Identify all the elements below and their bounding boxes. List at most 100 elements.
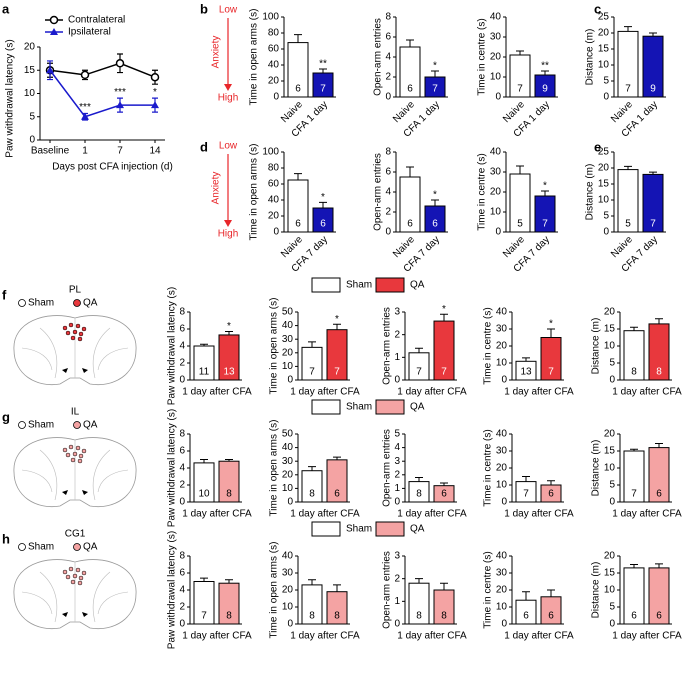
error-bar xyxy=(541,70,549,75)
y-tick-label: 0 xyxy=(394,497,400,508)
sample-size: 6 xyxy=(656,611,662,622)
legend-label: QA xyxy=(410,402,425,413)
y-tick-label: 15 xyxy=(598,44,610,55)
error-bar xyxy=(655,563,663,568)
y-tick-label: 10 xyxy=(490,207,502,218)
y-tick-label: 15 xyxy=(604,446,616,457)
error-bar xyxy=(516,50,524,55)
sample-size: 8 xyxy=(226,489,232,500)
y-tick-label: 25 xyxy=(598,12,610,23)
y-tick-label: 1 xyxy=(394,596,400,607)
x-axis-label: 1 day after CFA xyxy=(397,631,467,642)
y-tick-label: 20 xyxy=(282,585,294,596)
y-axis-label: Distance (m) xyxy=(591,562,602,619)
legend-swatch xyxy=(375,399,405,415)
y-tick-label: 2 xyxy=(179,358,185,369)
sample-size: 7 xyxy=(650,219,656,230)
x-tick-label: 1 xyxy=(82,146,88,157)
lesion-site xyxy=(81,326,87,332)
error-bar xyxy=(630,564,638,568)
bar xyxy=(326,591,348,625)
lesion-site xyxy=(78,331,84,337)
y-tick-label: 20 xyxy=(496,341,508,352)
y-tick-label: 5 xyxy=(609,358,615,369)
y-axis-label: Time in centre (s) xyxy=(483,429,494,506)
sample-size: 8 xyxy=(441,611,447,622)
legend-label: Sham xyxy=(346,402,372,413)
bar xyxy=(642,173,664,233)
sample-size: 7 xyxy=(309,367,315,378)
y-axis-label: Distance (m) xyxy=(585,29,596,86)
error-bar xyxy=(294,173,302,180)
brain-legend-marker xyxy=(18,299,26,307)
y-tick-label: 2 xyxy=(179,602,185,613)
error-bar xyxy=(294,34,302,43)
lesion-site xyxy=(77,458,83,464)
x-tick-label: 14 xyxy=(149,146,161,157)
sample-size: 7 xyxy=(517,84,523,95)
bar xyxy=(509,173,531,233)
y-tick-label: 1 xyxy=(394,483,400,494)
bar xyxy=(433,589,455,625)
x-axis-label: 1 day after CFA xyxy=(504,509,574,520)
sample-size: 7 xyxy=(625,84,631,95)
y-tick-label: 4 xyxy=(385,52,391,63)
sample-size: 8 xyxy=(226,611,232,622)
y-tick-label: 100 xyxy=(262,12,279,23)
bar xyxy=(218,460,240,503)
significance: * xyxy=(335,314,339,325)
anxiety-arrowhead xyxy=(224,220,232,227)
brain-legend-label: Sham xyxy=(28,420,54,431)
y-tick-label: 4 xyxy=(179,463,185,474)
error-bar xyxy=(406,166,414,177)
x-axis-label: 1 day after CFA xyxy=(612,387,682,398)
y-tick-label: 6 xyxy=(385,167,391,178)
error-bar xyxy=(440,582,448,590)
brain-diagram xyxy=(13,315,137,386)
y-tick-label: 10 xyxy=(604,585,616,596)
y-tick-label: 0 xyxy=(287,619,293,630)
y-tick-label: 10 xyxy=(24,88,36,99)
y-tick-label: 5 xyxy=(603,76,609,87)
y-tick-label: 0 xyxy=(179,497,185,508)
marker xyxy=(46,66,54,74)
error-bar xyxy=(541,190,549,196)
bar xyxy=(193,345,215,381)
anxiety-low: Low xyxy=(219,141,238,152)
error-bar xyxy=(655,443,663,448)
sample-size: 8 xyxy=(416,611,422,622)
y-tick-label: 2 xyxy=(385,207,391,218)
y-tick-label: 0 xyxy=(609,497,615,508)
error-bar xyxy=(415,477,423,482)
error-bar xyxy=(516,165,524,174)
bar xyxy=(287,42,309,98)
y-tick-label: 20 xyxy=(268,76,280,87)
sample-size: 7 xyxy=(441,367,447,378)
anxiety-label: Anxiety xyxy=(211,172,222,205)
y-tick-label: 0 xyxy=(501,619,507,630)
y-tick-label: 8 xyxy=(385,12,391,23)
y-tick-label: 0 xyxy=(609,619,615,630)
bar xyxy=(540,484,562,503)
y-tick-label: 3 xyxy=(394,551,400,562)
y-tick-label: 0 xyxy=(385,92,391,103)
brain-legend-label: Sham xyxy=(28,542,54,553)
y-tick-label: 10 xyxy=(496,480,508,491)
lesion-site xyxy=(81,448,87,454)
brain-diagram xyxy=(13,437,137,508)
y-tick-label: 5 xyxy=(609,480,615,491)
y-tick-label: 2 xyxy=(394,469,400,480)
sample-size: 8 xyxy=(309,611,315,622)
y-tick-label: 0 xyxy=(287,375,293,386)
error-bar xyxy=(319,68,327,73)
lesion-site xyxy=(65,452,71,458)
y-tick-label: 80 xyxy=(268,163,280,174)
brain-diagram xyxy=(13,559,137,630)
y-tick-label: 20 xyxy=(496,463,508,474)
bar xyxy=(515,599,537,625)
y-tick-label: 15 xyxy=(598,179,610,190)
bar xyxy=(648,567,670,625)
y-axis-label: Open-arm entries xyxy=(382,429,393,507)
bar xyxy=(623,567,645,625)
y-tick-label: 8 xyxy=(179,551,185,562)
